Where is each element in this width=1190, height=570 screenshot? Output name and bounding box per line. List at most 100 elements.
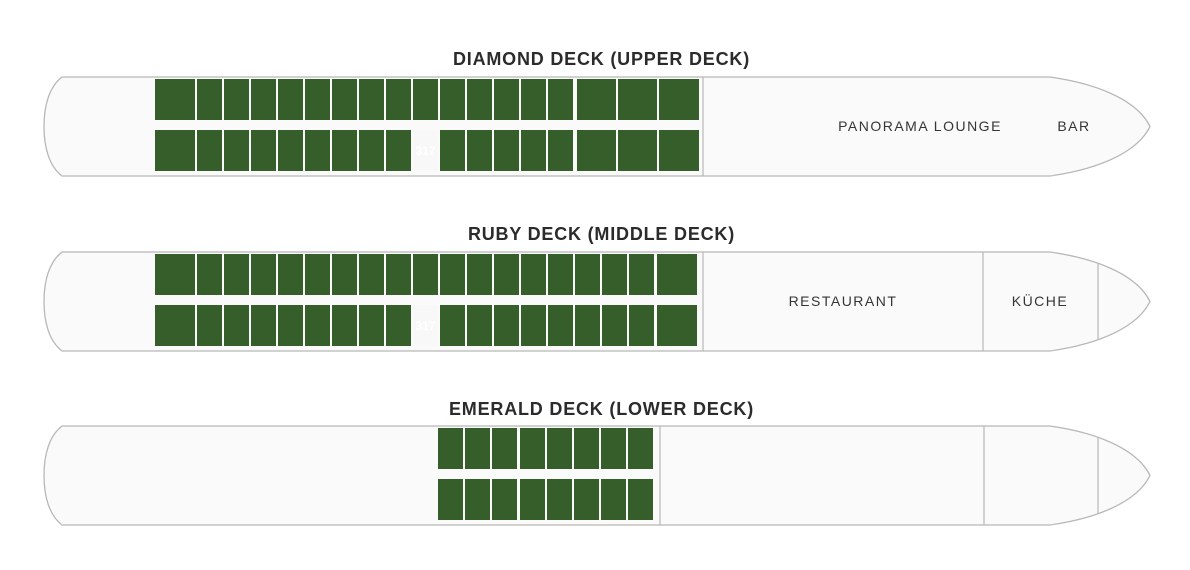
cabin[interactable] <box>628 428 653 469</box>
cabin[interactable] <box>251 130 276 171</box>
cabin[interactable] <box>224 254 249 295</box>
cabin[interactable] <box>494 130 519 171</box>
cabin[interactable] <box>438 428 463 469</box>
cabin[interactable] <box>224 130 249 171</box>
cabin-open[interactable]: 317 <box>413 130 438 171</box>
cabin[interactable] <box>659 79 699 120</box>
deck-title-emerald: EMERALD DECK (LOWER DECK) <box>449 398 754 419</box>
cabin[interactable] <box>628 479 653 520</box>
cabin[interactable] <box>548 254 573 295</box>
cabin[interactable] <box>440 305 465 346</box>
cabin[interactable] <box>494 254 519 295</box>
cabin[interactable] <box>577 79 616 120</box>
cabin[interactable] <box>386 305 411 346</box>
cabin[interactable] <box>359 305 384 346</box>
cabin[interactable] <box>155 305 195 346</box>
cabin[interactable] <box>548 79 573 120</box>
cabin[interactable] <box>155 130 195 171</box>
cabin[interactable] <box>547 479 572 520</box>
cabin[interactable] <box>278 79 303 120</box>
cabin[interactable] <box>601 479 626 520</box>
cabin[interactable] <box>440 130 465 171</box>
cabin[interactable] <box>659 130 699 171</box>
cabin[interactable] <box>386 130 411 171</box>
cabin[interactable] <box>629 305 654 346</box>
cabin[interactable] <box>413 254 438 295</box>
cabin[interactable] <box>574 479 599 520</box>
cabin[interactable] <box>467 254 492 295</box>
cabin[interactable] <box>251 79 276 120</box>
cabin[interactable] <box>492 428 517 469</box>
cabin-number: 317 <box>415 318 436 333</box>
cabin[interactable] <box>602 254 627 295</box>
cabin[interactable] <box>574 428 599 469</box>
cabin[interactable] <box>305 79 330 120</box>
cabin[interactable] <box>251 305 276 346</box>
room-label-panorama-lounge: PANORAMA LOUNGE <box>838 118 1002 134</box>
cabin[interactable] <box>521 79 546 120</box>
cabin[interactable] <box>575 254 600 295</box>
cabin[interactable] <box>413 79 438 120</box>
cabin[interactable] <box>618 79 657 120</box>
cabin[interactable] <box>465 428 490 469</box>
cabin[interactable] <box>332 305 357 346</box>
cabin-number: 317 <box>415 143 436 158</box>
cabin[interactable] <box>386 254 411 295</box>
cabin[interactable] <box>197 305 222 346</box>
cabin[interactable] <box>224 305 249 346</box>
cabin[interactable] <box>305 305 330 346</box>
cabin[interactable] <box>278 305 303 346</box>
cabin[interactable] <box>494 79 519 120</box>
cabin[interactable] <box>224 79 249 120</box>
cabin[interactable] <box>575 305 600 346</box>
cabin[interactable] <box>332 130 357 171</box>
cabin[interactable] <box>440 79 465 120</box>
cabin[interactable] <box>547 428 572 469</box>
cabin[interactable] <box>520 428 545 469</box>
cabin[interactable] <box>657 305 697 346</box>
cabin[interactable] <box>305 130 330 171</box>
cabin[interactable] <box>251 254 276 295</box>
cabin[interactable] <box>155 254 195 295</box>
cabin[interactable] <box>305 254 330 295</box>
cabin[interactable] <box>359 130 384 171</box>
cabin[interactable] <box>467 79 492 120</box>
deck-emerald <box>0 425 1190 527</box>
cabin[interactable] <box>602 305 627 346</box>
cabin[interactable] <box>520 479 545 520</box>
cabin[interactable] <box>657 254 697 295</box>
cabin[interactable] <box>197 254 222 295</box>
hull-shape <box>43 425 1151 526</box>
cabin[interactable] <box>521 130 546 171</box>
cabin[interactable] <box>278 254 303 295</box>
cabin[interactable] <box>332 79 357 120</box>
cabin[interactable] <box>521 305 546 346</box>
cabin[interactable] <box>494 305 519 346</box>
hull-outline <box>43 425 1151 526</box>
cabin[interactable] <box>577 130 616 171</box>
cabin[interactable] <box>548 305 573 346</box>
cabin[interactable] <box>618 130 657 171</box>
cabin[interactable] <box>386 79 411 120</box>
cabin[interactable] <box>438 479 463 520</box>
room-label-bar: BAR <box>1057 118 1091 134</box>
cabin[interactable] <box>521 254 546 295</box>
cabin[interactable] <box>359 254 384 295</box>
cabin[interactable] <box>465 479 490 520</box>
cabin[interactable] <box>467 305 492 346</box>
cabin[interactable] <box>359 79 384 120</box>
cabin[interactable] <box>629 254 654 295</box>
room-label-k-che: KÜCHE <box>1011 293 1069 309</box>
cabin[interactable] <box>197 130 222 171</box>
cabin[interactable] <box>492 479 517 520</box>
cabin[interactable] <box>197 79 222 120</box>
cabin[interactable] <box>548 130 573 171</box>
cabin[interactable] <box>278 130 303 171</box>
cabin[interactable] <box>467 130 492 171</box>
cabin-open[interactable]: 317 <box>413 305 438 346</box>
cabin[interactable] <box>332 254 357 295</box>
cabin[interactable] <box>155 79 195 120</box>
cabin[interactable] <box>601 428 626 469</box>
cabin[interactable] <box>440 254 465 295</box>
